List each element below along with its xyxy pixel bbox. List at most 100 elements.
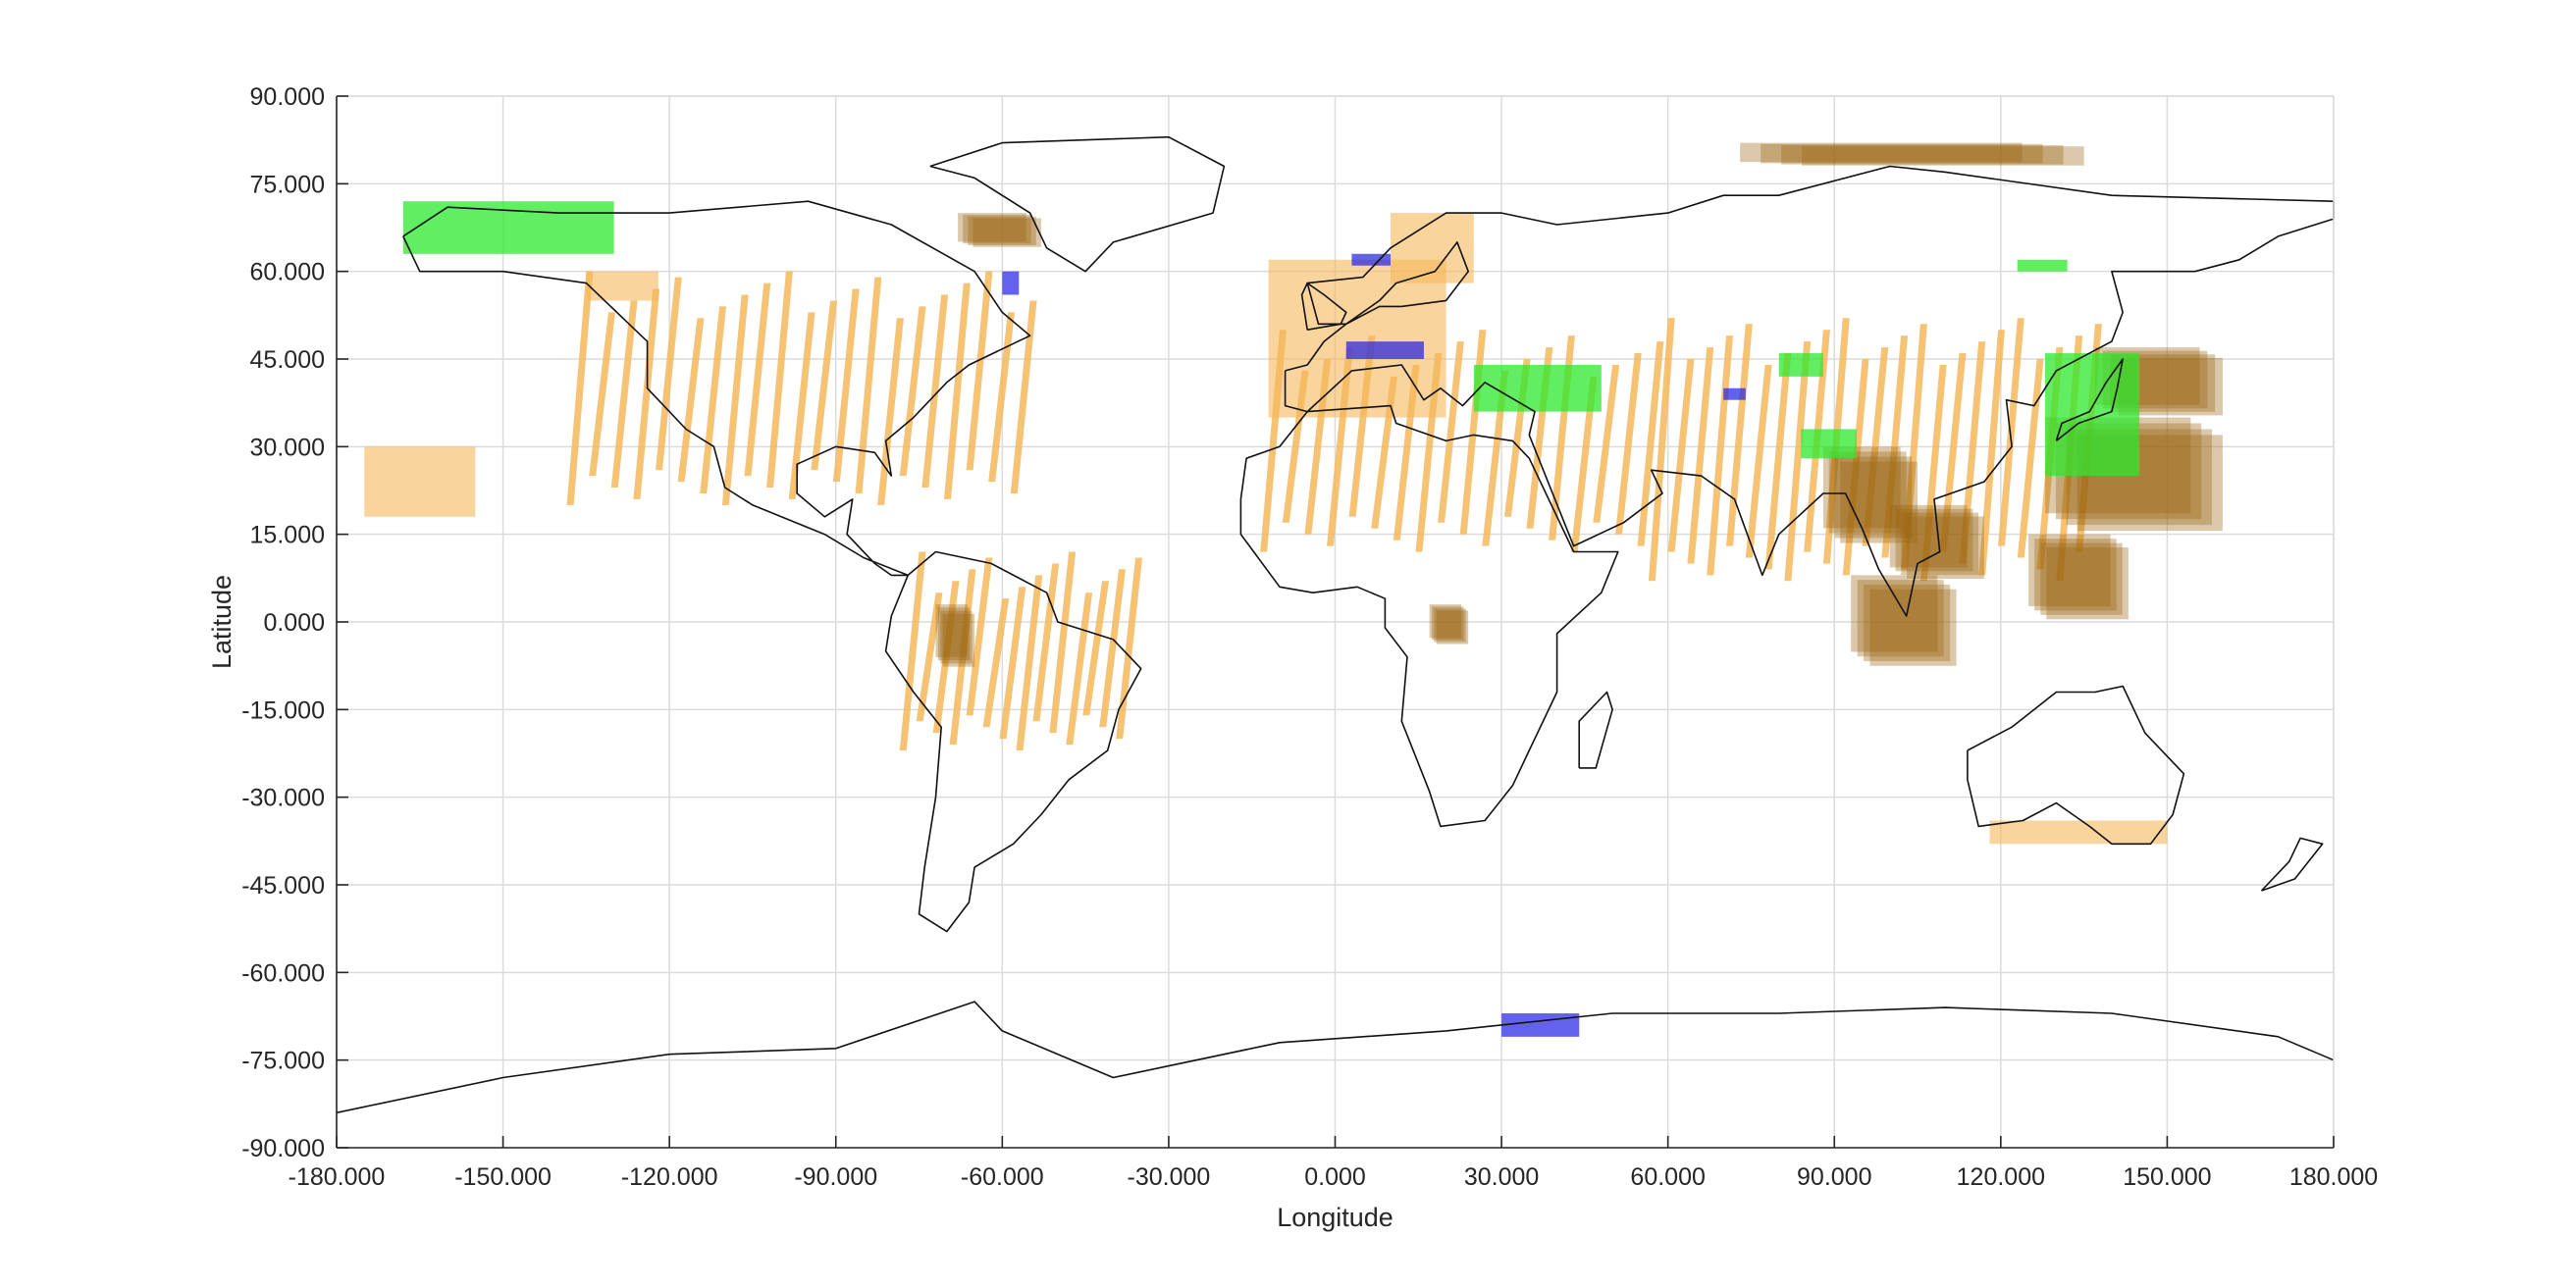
brown-coverage-patch: [1907, 516, 1984, 579]
y-tick-label: -45.000: [241, 872, 325, 900]
orange-swath: [1049, 551, 1077, 734]
coastline-madagascar: [1578, 691, 1613, 769]
orange-coverage-patch: [1989, 820, 2168, 845]
brown-coverage-patch: [968, 216, 1036, 245]
plot-area: [336, 95, 2335, 1149]
brown-coverage-patch: [963, 214, 1031, 244]
brown-coverage-patch: [937, 607, 971, 661]
coastline-greenland: [929, 135, 1226, 273]
brown-coverage-patch: [1895, 508, 1973, 572]
orange-coverage-patch: [1268, 259, 1446, 418]
y-tick-label: -75.000: [241, 1048, 325, 1075]
green-coverage-patch: [1778, 353, 1823, 377]
orange-swath: [1862, 347, 1889, 546]
orange-swath: [1082, 581, 1110, 716]
x-tick-labels: -180.000 -150.000 -120.000 -90.000 -60.000 -3…: [289, 1163, 2379, 1191]
brown-coverage-patch: [935, 604, 968, 657]
brown-coverage-patch: [1822, 446, 1901, 529]
orange-swath: [921, 294, 949, 489]
orange-swath: [1637, 341, 1664, 546]
x-tick-label: 60.000: [1630, 1163, 1705, 1191]
y-tick-label: -90.000: [241, 1135, 325, 1162]
orange-swath: [943, 283, 971, 499]
y-tick-label: 0.000: [263, 609, 325, 637]
x-tick-label: 0.000: [1304, 1163, 1366, 1191]
brown-coverage-patch: [973, 218, 1041, 247]
y-tick-label: -30.000: [241, 785, 325, 812]
orange-coverage-patch: [364, 446, 476, 517]
orange-swath: [2017, 359, 2044, 558]
orange-swath: [1116, 557, 1142, 740]
y-tick-label: 75.000: [250, 171, 325, 198]
orange-swath: [811, 300, 838, 471]
orange-swath: [1438, 341, 1464, 523]
orange-swath: [988, 312, 1015, 483]
brown-coverage-patch: [1761, 143, 2043, 164]
blue-coverage-patch: [1345, 341, 1424, 359]
brown-coverage-patch: [1857, 580, 1944, 657]
x-tick-label: -180.000: [289, 1163, 386, 1191]
orange-swath: [999, 587, 1026, 740]
orange-swath: [656, 277, 682, 471]
coastline-antarctica: [336, 1001, 2335, 1114]
orange-swath: [1614, 353, 1642, 535]
orange-swath: [744, 283, 771, 477]
brown-coverage-patch: [1781, 145, 2064, 165]
orange-swath: [1099, 569, 1127, 728]
orange-swath: [1881, 335, 1909, 558]
coastline-eurasia: [1284, 165, 2335, 617]
x-tick-label: -120.000: [621, 1163, 718, 1191]
orange-swath: [949, 569, 976, 746]
orange-swath: [966, 557, 993, 716]
orange-swath: [1919, 364, 1947, 582]
brown-coverage-patch: [1864, 584, 1951, 662]
orange-swath: [1648, 318, 1675, 582]
x-tick-label: 150.000: [2123, 1163, 2211, 1191]
coastline-africa: [1239, 404, 1619, 828]
orange-swath: [721, 294, 749, 505]
orange-swath: [1978, 330, 2006, 576]
orange-swath: [899, 551, 926, 751]
axes-frame: [336, 95, 2335, 1149]
orange-swath: [1570, 376, 1598, 552]
x-tick-label: 180.000: [2289, 1163, 2378, 1191]
orange-swath: [700, 306, 727, 493]
coastline-north-america: [402, 200, 1031, 577]
coastline-japan: [2055, 358, 2124, 442]
coastlines: [336, 135, 2335, 1114]
orange-swath: [916, 592, 943, 722]
brown-coverage-patch: [1740, 142, 2023, 163]
orange-swath: [832, 288, 860, 483]
orange-swath: [966, 271, 993, 471]
y-tick-label: 45.000: [250, 346, 325, 374]
orange-swath: [1939, 353, 1967, 552]
brown-coverage-patch: [942, 613, 975, 667]
coastline-australia: [1967, 685, 2185, 846]
brown-coverage-patch: [940, 610, 973, 664]
orange-swath: [633, 288, 660, 499]
blue-coverage-patch: [1723, 387, 1746, 400]
brown-coverage-patch: [1429, 604, 1462, 639]
y-tick-label: -15.000: [241, 696, 325, 724]
x-tick-label: 120.000: [1957, 1163, 2045, 1191]
x-tick-label: -90.000: [794, 1163, 877, 1191]
brown-coverage-patch: [2028, 534, 2111, 606]
y-axis-label: Latitude: [207, 575, 237, 669]
blue-coverage-patch: [1351, 253, 1392, 266]
orange-swath: [932, 581, 960, 734]
brown-coverage-patch: [1434, 608, 1466, 643]
orange-swath: [1764, 353, 1792, 570]
brown-coverage-patch: [1431, 606, 1464, 641]
green-coverage-patch: [402, 201, 614, 254]
x-tick-label: 30.000: [1464, 1163, 1539, 1191]
blue-coverage-patch: [1002, 271, 1020, 295]
x-tick-label: -30.000: [1128, 1163, 1211, 1191]
orange-swath: [1687, 347, 1714, 564]
orange-swath: [788, 312, 815, 499]
orange-swath: [1010, 300, 1037, 493]
orange-swath: [1593, 364, 1620, 523]
y-tick-label: 60.000: [250, 259, 325, 286]
brown-coverage-patch: [1840, 461, 1919, 543]
orange-swath: [1745, 364, 1772, 558]
